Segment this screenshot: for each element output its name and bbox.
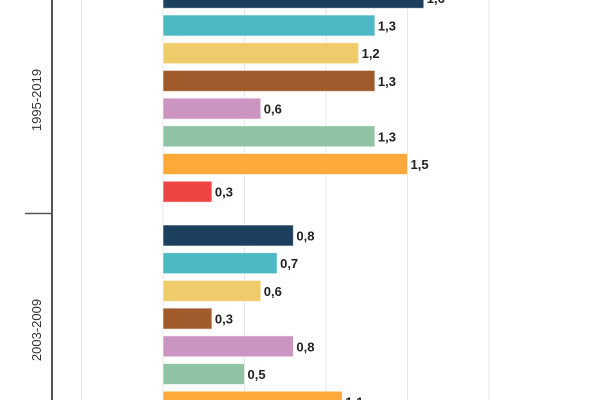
group-label: 2003-2009 [29,299,44,361]
bar [162,180,213,203]
data-label: 0,6 [264,284,282,299]
bar [162,279,262,302]
group-label: 1995-2019 [29,69,44,131]
bar [162,363,245,385]
bar [162,153,408,175]
data-label: 0,3 [215,185,233,200]
bar [162,390,343,400]
bar [162,125,376,148]
bar [162,14,376,37]
bar [162,224,294,247]
data-label: 0,8 [296,229,314,244]
data-label: 1,1 [345,395,363,400]
bar [162,0,425,9]
bar [162,252,278,275]
data-label: 0,3 [215,312,233,327]
bar [162,307,213,330]
data-label: 1,3 [378,74,396,89]
data-label: 1,2 [362,46,380,61]
data-label: 0,8 [296,339,314,354]
bar [162,97,262,120]
bar [162,69,376,92]
data-label: 0,5 [248,367,266,382]
data-label: 1,6 [427,0,445,6]
bar [162,42,360,65]
data-label: 1,5 [411,157,429,172]
data-label: 1,3 [378,19,396,34]
data-label: 0,6 [264,102,282,117]
data-label: 1,3 [378,129,396,144]
data-label: 0,7 [280,256,298,271]
bar [162,335,294,358]
